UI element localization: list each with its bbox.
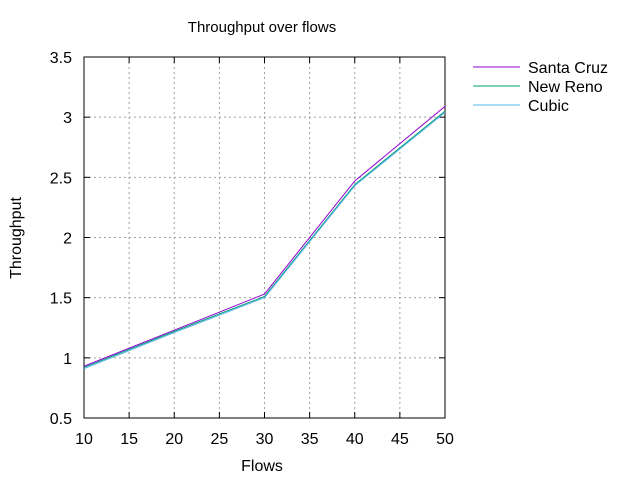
series-line-santa-cruz xyxy=(83,105,446,367)
y-tick-label: 3 xyxy=(63,110,72,127)
x-tick-label: 35 xyxy=(301,431,319,448)
x-axis-title: Flows xyxy=(241,458,283,475)
x-tick-label: 10 xyxy=(75,431,93,448)
y-tick-label: 3.5 xyxy=(50,50,72,67)
y-axis-title: Throughput xyxy=(8,197,25,279)
series-line-new-reno xyxy=(83,110,446,368)
x-tick-label: 20 xyxy=(165,431,183,448)
legend-label: Cubic xyxy=(528,98,569,115)
x-tick-label: 40 xyxy=(346,431,364,448)
x-tick-label: 25 xyxy=(210,431,228,448)
chart-title: Throughput over flows xyxy=(188,19,336,36)
series-line-cubic xyxy=(83,111,446,370)
x-tick-label: 50 xyxy=(436,431,454,448)
y-tick-label: 0.5 xyxy=(50,411,72,428)
x-tick-label: 45 xyxy=(391,431,409,448)
grid xyxy=(84,57,445,418)
y-tick-label: 1 xyxy=(63,351,72,368)
x-tick-label: 15 xyxy=(120,431,138,448)
y-tick-label: 2.5 xyxy=(50,170,72,187)
legend: Santa Cruz New Reno Cubic xyxy=(473,60,608,115)
series-lines xyxy=(83,105,446,370)
y-tick-label: 2 xyxy=(63,231,72,248)
ticks: 10 15 20 25 30 35 40 45 50 0.5 1 1.5 2 2.5 3 3.5 xyxy=(50,50,454,448)
legend-label: Santa Cruz xyxy=(528,60,608,77)
y-tick-label: 1.5 xyxy=(50,291,72,308)
x-tick-label: 30 xyxy=(256,431,274,448)
legend-label: New Reno xyxy=(528,79,603,96)
